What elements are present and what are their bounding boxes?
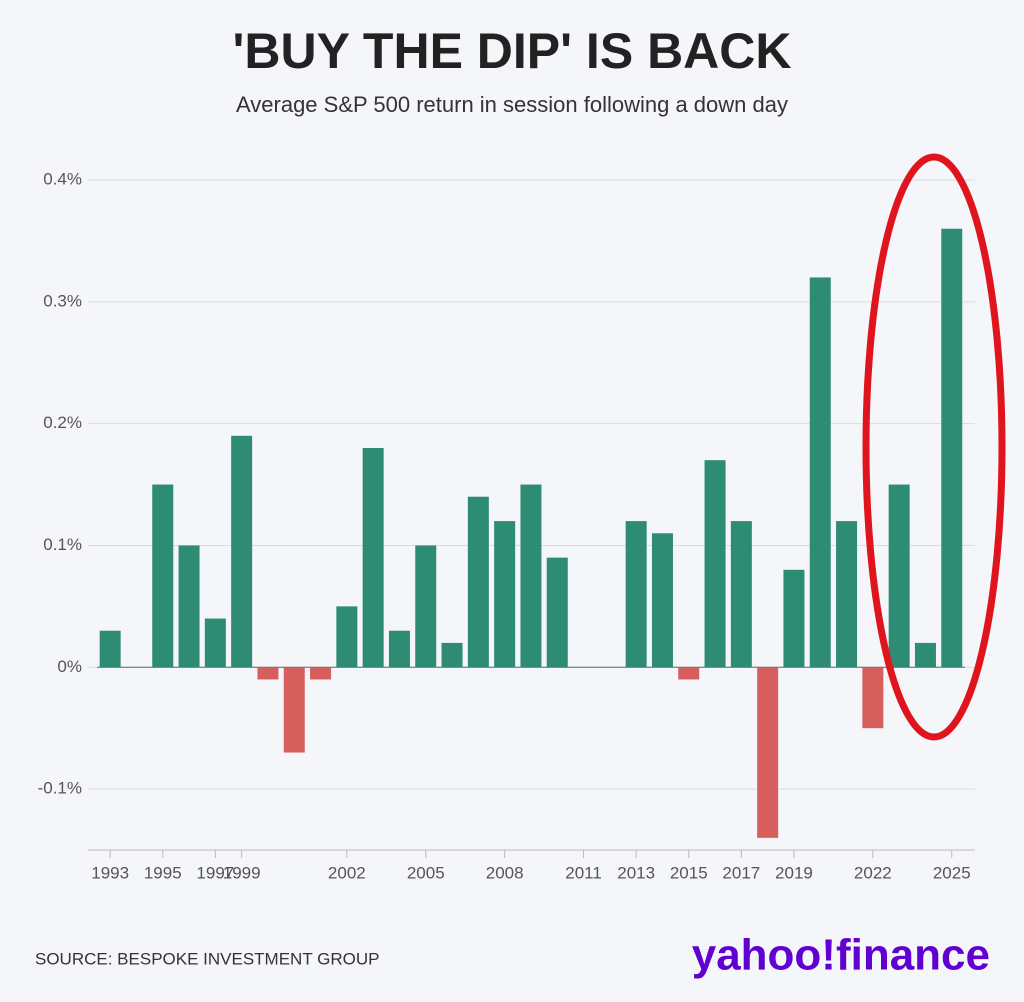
bar xyxy=(730,521,752,668)
bar xyxy=(283,667,305,753)
bar xyxy=(494,521,516,668)
highlight-ellipse xyxy=(862,153,1006,741)
x-tick-label: 2002 xyxy=(328,863,366,882)
y-tick-label: -0.1% xyxy=(38,779,82,798)
bar xyxy=(625,521,647,668)
x-tick-label: 1997 xyxy=(196,863,234,882)
bar xyxy=(914,642,936,668)
x-tick-label: 2025 xyxy=(933,863,971,882)
bar xyxy=(388,630,410,668)
bar xyxy=(257,667,279,680)
bar xyxy=(152,484,174,668)
bar xyxy=(783,569,805,668)
bar xyxy=(836,521,858,668)
bar xyxy=(362,448,384,668)
bar xyxy=(231,435,253,668)
bar xyxy=(178,545,200,668)
x-tick-label: 1993 xyxy=(91,863,129,882)
x-tick-label: 2013 xyxy=(617,863,655,882)
bar xyxy=(467,496,489,668)
bar xyxy=(310,667,332,680)
x-tick-label: 2022 xyxy=(854,863,892,882)
bar xyxy=(809,277,831,668)
bar xyxy=(678,667,700,680)
y-tick-label: 0.2% xyxy=(43,413,82,432)
bar xyxy=(546,557,568,668)
x-tick-label: 2017 xyxy=(722,863,760,882)
source: SOURCE: BESPOKE INVESTMENT GROUP xyxy=(35,949,379,968)
bar xyxy=(941,228,963,668)
bar xyxy=(520,484,542,668)
bar xyxy=(336,606,358,668)
x-tick-label: 2019 xyxy=(775,863,813,882)
bar xyxy=(651,533,673,668)
chart-subtitle: Average S&P 500 return in session follow… xyxy=(236,92,788,117)
x-tick-label: 2011 xyxy=(565,863,602,882)
brand-logo: yahoo!finance xyxy=(692,931,990,980)
bar xyxy=(415,545,437,668)
y-tick-label: 0.4% xyxy=(43,169,82,188)
x-tick-label: 1999 xyxy=(223,863,261,882)
bar xyxy=(888,484,910,668)
y-tick-label: 0.3% xyxy=(43,291,82,310)
x-tick-label: 2005 xyxy=(407,863,445,882)
chart-title: 'BUY THE DIP' IS BACK xyxy=(232,23,791,79)
bar xyxy=(204,618,226,668)
bar xyxy=(757,667,779,838)
x-tick-label: 1995 xyxy=(144,863,182,882)
bar xyxy=(862,667,884,729)
y-tick-label: 0.1% xyxy=(43,535,82,554)
bar xyxy=(704,460,726,668)
x-tick-label: 2015 xyxy=(670,863,708,882)
bar xyxy=(441,642,463,668)
y-tick-label: 0% xyxy=(57,657,82,676)
x-tick-label: 2008 xyxy=(486,863,524,882)
bar xyxy=(99,630,121,668)
